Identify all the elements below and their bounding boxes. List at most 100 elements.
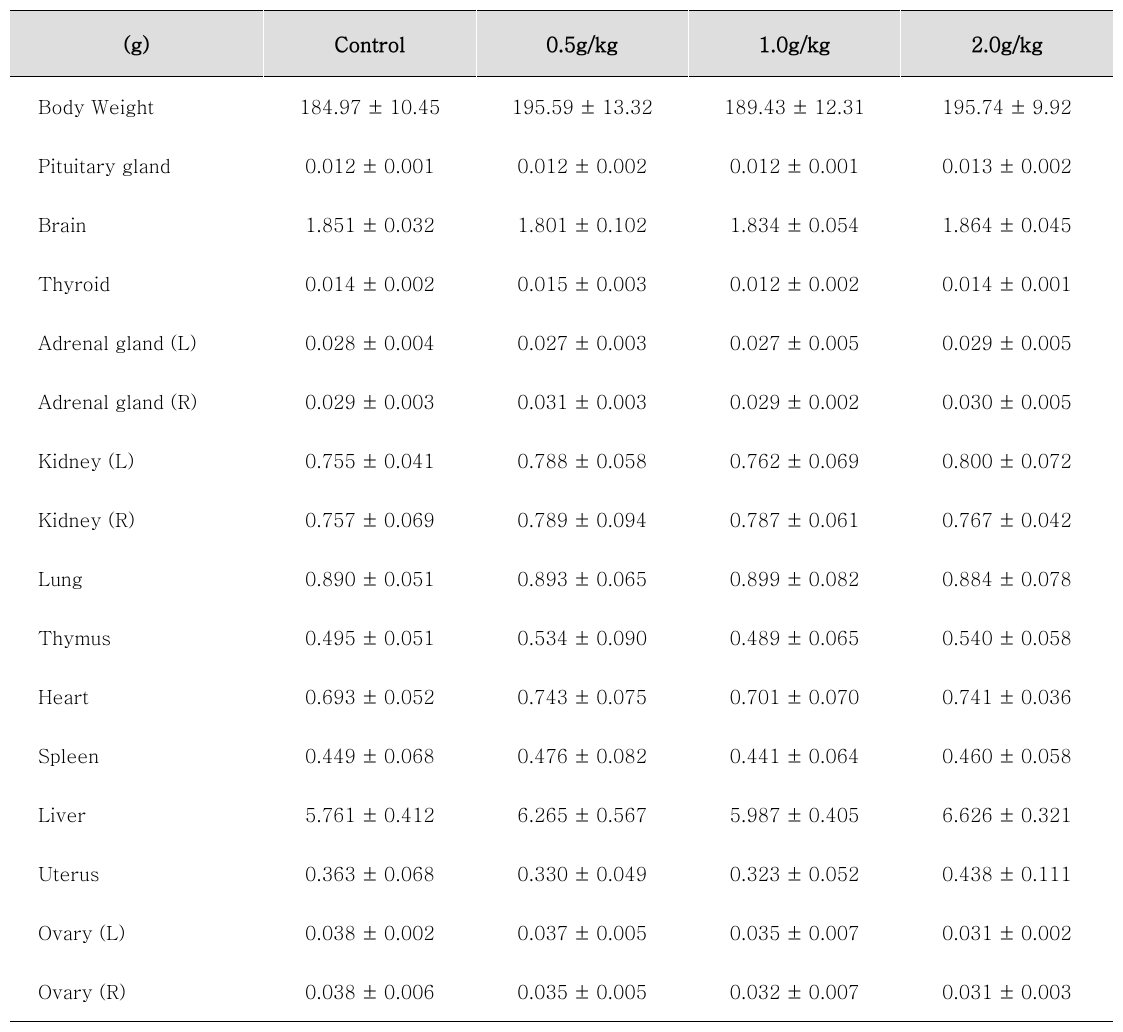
table-row: Liver5.761 ± 0.4126.265 ± 0.5675.987 ± 0… [10,785,1113,844]
data-cell: 0.460 ± 0.058 [901,726,1113,785]
data-cell: 1.851 ± 0.032 [264,195,476,254]
data-cell: 0.495 ± 0.051 [264,608,476,667]
data-cell: 0.330 ± 0.049 [476,844,688,903]
table-row: Thymus0.495 ± 0.0510.534 ± 0.0900.489 ± … [10,608,1113,667]
data-cell: 0.741 ± 0.036 [901,667,1113,726]
table-row: Adrenal gland (R)0.029 ± 0.0030.031 ± 0.… [10,372,1113,431]
data-cell: 0.757 ± 0.069 [264,490,476,549]
data-cell: 0.755 ± 0.041 [264,431,476,490]
data-cell: 189.43 ± 12.31 [688,77,900,137]
data-cell: 195.74 ± 9.92 [901,77,1113,137]
table-row: Adrenal gland (L)0.028 ± 0.0040.027 ± 0.… [10,313,1113,372]
table-row: Heart0.693 ± 0.0520.743 ± 0.0750.701 ± 0… [10,667,1113,726]
table-row: Lung0.890 ± 0.0510.893 ± 0.0650.899 ± 0.… [10,549,1113,608]
data-cell: 0.441 ± 0.064 [688,726,900,785]
row-label: Pituitary gland [10,136,264,195]
row-label: Spleen [10,726,264,785]
data-cell: 0.032 ± 0.007 [688,962,900,1022]
header-cell-dose-05: 0.5g/kg [476,11,688,77]
data-cell: 195.59 ± 13.32 [476,77,688,137]
data-cell: 0.031 ± 0.003 [901,962,1113,1022]
data-cell: 0.027 ± 0.003 [476,313,688,372]
row-label: Lung [10,549,264,608]
row-label: Heart [10,667,264,726]
data-cell: 0.015 ± 0.003 [476,254,688,313]
data-cell: 1.864 ± 0.045 [901,195,1113,254]
table-row: Pituitary gland 0.012 ± 0.0010.012 ± 0.00… [10,136,1113,195]
data-cell: 6.626 ± 0.321 [901,785,1113,844]
row-label: Thyroid [10,254,264,313]
data-cell: 0.789 ± 0.094 [476,490,688,549]
data-cell: 0.743 ± 0.075 [476,667,688,726]
header-cell-unit: (g) [10,11,264,77]
data-cell: 0.012 ± 0.002 [688,254,900,313]
data-cell: 0.701 ± 0.070 [688,667,900,726]
data-cell: 0.029 ± 0.005 [901,313,1113,372]
row-label: Adrenal gland (R) [10,372,264,431]
data-cell: 0.893 ± 0.065 [476,549,688,608]
header-row: (g) Control 0.5g/kg 1.0g/kg 2.0g/kg [10,11,1113,77]
table-row: Ovary (L)0.038 ± 0.0020.037 ± 0.0050.035… [10,903,1113,962]
data-cell: 5.761 ± 0.412 [264,785,476,844]
data-cell: 0.762 ± 0.069 [688,431,900,490]
data-cell: 0.030 ± 0.005 [901,372,1113,431]
data-cell: 0.012 ± 0.002 [476,136,688,195]
data-cell: 0.800 ± 0.072 [901,431,1113,490]
table-row: Brain1.851 ± 0.0321.801 ± 0.1021.834 ± 0… [10,195,1113,254]
data-cell: 0.788 ± 0.058 [476,431,688,490]
table-body: Body Weight184.97 ± 10.45195.59 ± 13.321… [10,77,1113,1022]
data-cell: 0.031 ± 0.002 [901,903,1113,962]
data-cell: 5.987 ± 0.405 [688,785,900,844]
table-row: Uterus0.363 ± 0.0680.330 ± 0.0490.323 ± … [10,844,1113,903]
data-cell: 0.013 ± 0.002 [901,136,1113,195]
table-row: Ovary (R)0.038 ± 0.0060.035 ± 0.0050.032… [10,962,1113,1022]
row-label: Liver [10,785,264,844]
data-cell: 0.489 ± 0.065 [688,608,900,667]
table-row: Kidney (L)0.755 ± 0.0410.788 ± 0.0580.76… [10,431,1113,490]
data-cell: 0.035 ± 0.005 [476,962,688,1022]
data-cell: 0.031 ± 0.003 [476,372,688,431]
header-cell-dose-20: 2.0g/kg [901,11,1113,77]
data-cell: 0.767 ± 0.042 [901,490,1113,549]
data-cell: 0.323 ± 0.052 [688,844,900,903]
data-cell: 0.363 ± 0.068 [264,844,476,903]
data-cell: 0.014 ± 0.001 [901,254,1113,313]
row-label: Kidney (R) [10,490,264,549]
data-cell: 0.038 ± 0.002 [264,903,476,962]
table-row: Thyroid0.014 ± 0.0020.015 ± 0.0030.012 ±… [10,254,1113,313]
data-cell: 0.028 ± 0.004 [264,313,476,372]
data-cell: 0.438 ± 0.111 [901,844,1113,903]
row-label: Ovary (L) [10,903,264,962]
data-cell: 0.035 ± 0.007 [688,903,900,962]
data-cell: 1.801 ± 0.102 [476,195,688,254]
data-cell: 0.029 ± 0.003 [264,372,476,431]
data-cell: 0.787 ± 0.061 [688,490,900,549]
data-cell: 1.834 ± 0.054 [688,195,900,254]
data-cell: 0.449 ± 0.068 [264,726,476,785]
data-cell: 0.014 ± 0.002 [264,254,476,313]
data-cell: 6.265 ± 0.567 [476,785,688,844]
data-cell: 0.012 ± 0.001 [688,136,900,195]
row-label: Adrenal gland (L) [10,313,264,372]
data-cell: 0.534 ± 0.090 [476,608,688,667]
header-cell-control: Control [264,11,476,77]
data-cell: 0.037 ± 0.005 [476,903,688,962]
data-cell: 0.038 ± 0.006 [264,962,476,1022]
row-label: Body Weight [10,77,264,137]
data-cell: 0.693 ± 0.052 [264,667,476,726]
table-row: Kidney (R)0.757 ± 0.0690.789 ± 0.0940.78… [10,490,1113,549]
row-label: Thymus [10,608,264,667]
data-cell: 0.890 ± 0.051 [264,549,476,608]
data-cell: 0.899 ± 0.082 [688,549,900,608]
data-cell: 0.476 ± 0.082 [476,726,688,785]
data-cell: 0.029 ± 0.002 [688,372,900,431]
table-header: (g) Control 0.5g/kg 1.0g/kg 2.0g/kg [10,11,1113,77]
data-cell: 0.027 ± 0.005 [688,313,900,372]
table-row: Body Weight184.97 ± 10.45195.59 ± 13.321… [10,77,1113,137]
organ-weight-table: (g) Control 0.5g/kg 1.0g/kg 2.0g/kg Body… [10,10,1113,1022]
row-label: Ovary (R) [10,962,264,1022]
header-cell-dose-10: 1.0g/kg [688,11,900,77]
data-cell: 0.540 ± 0.058 [901,608,1113,667]
row-label: Kidney (L) [10,431,264,490]
data-cell: 0.884 ± 0.078 [901,549,1113,608]
